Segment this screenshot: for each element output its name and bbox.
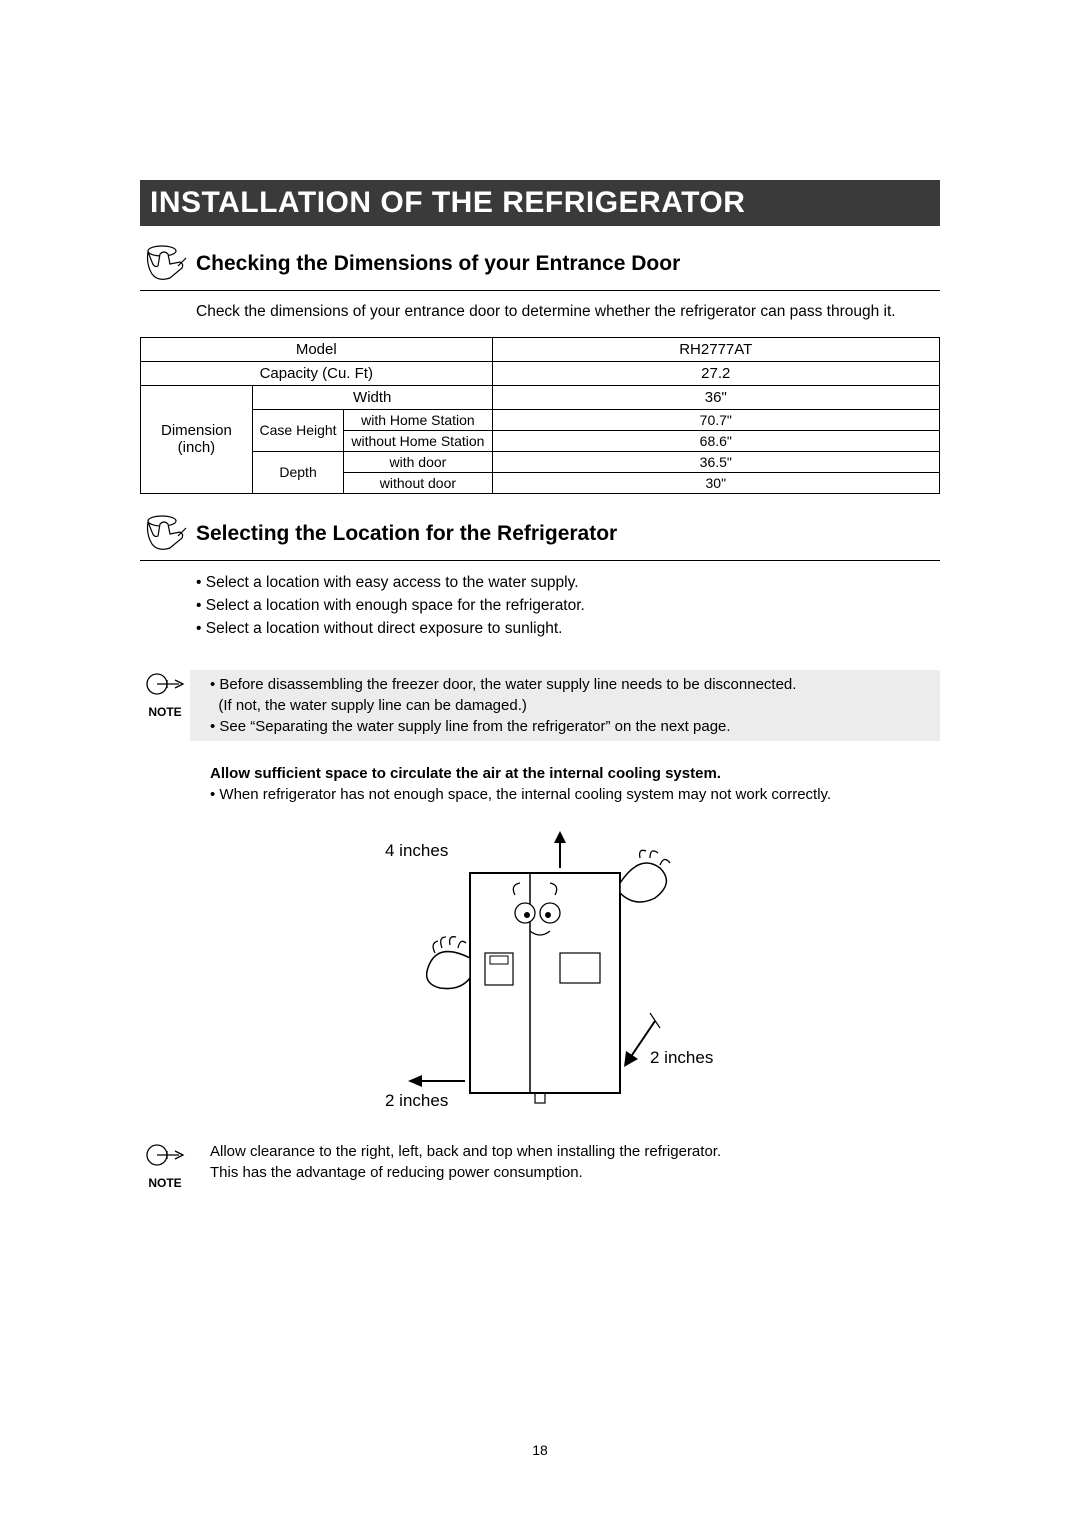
section-header: Checking the Dimensions of your Entrance… [140,244,940,291]
pointing-hand-icon [140,514,188,554]
note-icon-wrap: NOTE [140,670,190,719]
diagram-label-top: 4 inches [385,841,448,861]
without-door-label: without door [344,472,492,493]
spacing-bullet: When refrigerator has not enough space, … [219,786,831,803]
page-number: 18 [0,1442,1080,1458]
table-row: Depth with door 36.5" [141,451,940,472]
model-label: Model [141,337,493,361]
depth-label: Depth [252,451,343,493]
case-height-label: Case Height [252,409,343,451]
without-door-value: 30" [492,472,939,493]
clearance-diagram: 4 inches 2 inches 2 inches [330,823,750,1123]
pointing-hand-icon [140,244,188,284]
diagram-label-left: 2 inches [385,1091,448,1111]
with-door-label: with door [344,451,492,472]
width-label: Width [252,385,492,409]
refrigerator-clearance-svg [330,823,750,1123]
spacing-bold-line: Allow sufficient space to circulate the … [210,765,721,782]
page-title-bar: INSTALLATION OF THE REFRIGERATOR [140,180,940,226]
list-item: Select a location with enough space for … [196,594,940,617]
note-line: (If not, the water supply line can be da… [218,697,527,714]
with-door-value: 36.5" [492,451,939,472]
without-hs-value: 68.6" [492,430,939,451]
note-text: • Before disassembling the freezer door,… [210,674,932,737]
note-label: NOTE [140,1176,190,1190]
capacity-label: Capacity (Cu. Ft) [141,361,493,385]
note-block-1: NOTE • Before disassembling the freezer … [140,670,940,741]
note-hand-icon [145,1141,185,1169]
location-bullets: Select a location with easy access to th… [196,571,940,641]
list-item: Select a location without direct exposur… [196,617,940,640]
with-hs-label: with Home Station [344,409,492,430]
page-title: INSTALLATION OF THE REFRIGERATOR [150,186,745,219]
spacing-paragraph: Allow sufficient space to circulate the … [210,763,940,805]
with-hs-value: 70.7" [492,409,939,430]
table-row: Dimension (inch) Width 36" [141,385,940,409]
model-value: RH2777AT [492,337,939,361]
section-checking-dimensions: Checking the Dimensions of your Entrance… [140,244,940,323]
section-selecting-location: Selecting the Location for the Refrigera… [140,514,940,641]
section-header: Selecting the Location for the Refrigera… [140,514,940,561]
table-row: Case Height with Home Station 70.7" [141,409,940,430]
table-row: Capacity (Cu. Ft) 27.2 [141,361,940,385]
note-text-wrap: • Before disassembling the freezer door,… [190,670,940,741]
without-hs-label: without Home Station [344,430,492,451]
width-value: 36" [492,385,939,409]
dimension-label: Dimension (inch) [141,385,253,493]
note-text: Allow clearance to the right, left, back… [210,1141,721,1183]
note-hand-icon [145,670,185,698]
note-block-2: NOTE Allow clearance to the right, left,… [140,1141,940,1190]
diagram-label-right: 2 inches [650,1048,713,1068]
list-item: Select a location with easy access to th… [196,571,940,594]
section-body: Check the dimensions of your entrance do… [196,301,940,323]
note-line: This has the advantage of reducing power… [210,1164,583,1181]
capacity-value: 27.2 [492,361,939,385]
table-row: Model RH2777AT [141,337,940,361]
section-heading: Checking the Dimensions of your Entrance… [196,252,680,276]
section-heading: Selecting the Location for the Refrigera… [196,522,617,546]
note-line: Before disassembling the freezer door, t… [219,676,796,693]
note-icon-wrap: NOTE [140,1141,190,1190]
spec-table: Model RH2777AT Capacity (Cu. Ft) 27.2 Di… [140,337,940,494]
note-label: NOTE [140,705,190,719]
intro-text: Check the dimensions of your entrance do… [196,301,940,323]
note-line: See “Separating the water supply line fr… [219,718,730,735]
note-line: Allow clearance to the right, left, back… [210,1143,721,1160]
